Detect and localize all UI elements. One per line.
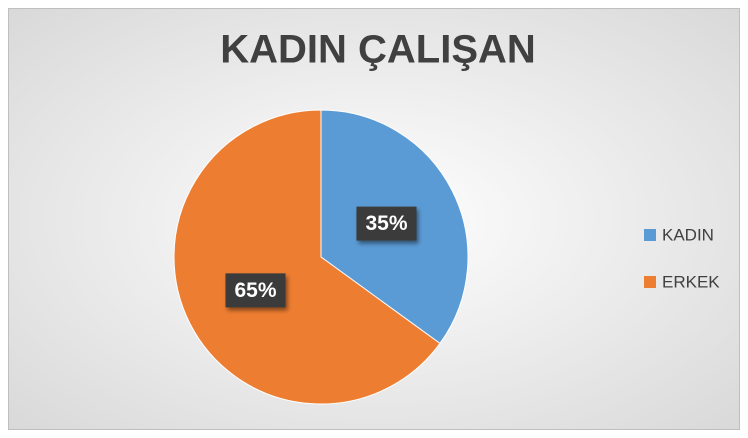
legend-swatch xyxy=(644,229,656,241)
legend-swatch xyxy=(644,276,656,288)
data-label-box xyxy=(356,206,417,241)
legend-label: ERKEK xyxy=(662,272,720,291)
data-label-box xyxy=(225,273,286,308)
chart-title: KADIN ÇALIŞAN xyxy=(220,28,536,72)
pie-slice xyxy=(173,109,441,405)
data-label: 65% xyxy=(234,279,276,302)
data-label: 35% xyxy=(365,212,407,235)
legend-label: KADIN xyxy=(662,225,714,244)
